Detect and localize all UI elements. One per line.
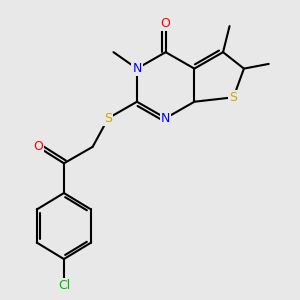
Text: O: O: [33, 140, 43, 153]
Text: N: N: [132, 62, 142, 75]
Text: Cl: Cl: [58, 279, 70, 292]
Text: S: S: [104, 112, 112, 125]
Text: N: N: [161, 112, 170, 125]
Text: S: S: [230, 91, 238, 104]
Text: O: O: [161, 17, 171, 30]
